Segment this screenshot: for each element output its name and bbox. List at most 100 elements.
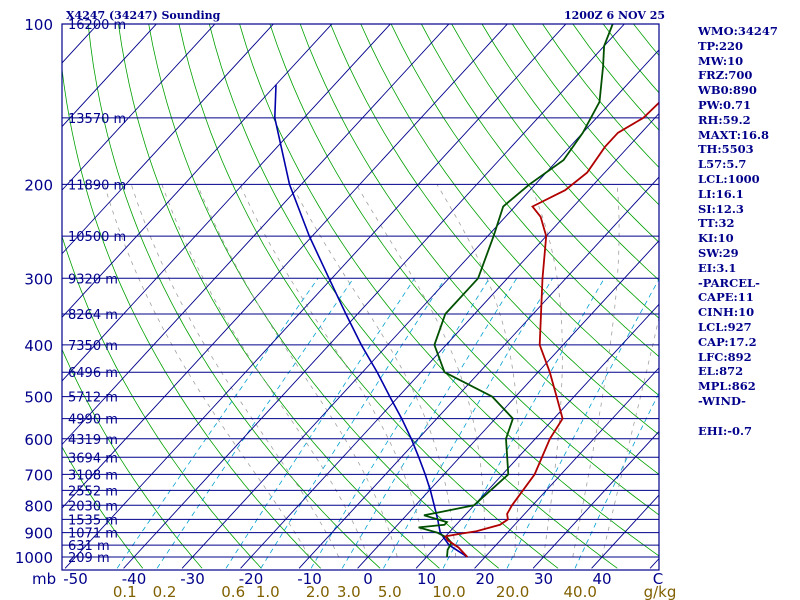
pressure-tick-label: 200 [24, 176, 53, 194]
mixing-ratio-line [506, 278, 659, 569]
pressure-tick-label: 1000 [15, 549, 53, 567]
dry-adiabat [239, 24, 659, 557]
index-line: MW:10 [698, 53, 744, 68]
height-label: 3694 m [68, 451, 118, 466]
index-line: LI:16.1 [698, 186, 744, 201]
index-line: SW:29 [698, 245, 739, 260]
dry-adiabat [785, 24, 800, 568]
height-label: 631 m [68, 539, 110, 554]
mixing-ratio-label: 0.2 [153, 583, 177, 600]
mixing-ratio-line [156, 278, 354, 569]
temperature-tick-label: -40 [122, 570, 147, 588]
index-line: EHI:-0.7 [698, 423, 753, 438]
index-line: MAXT:16.8 [698, 127, 769, 142]
mixing-ratio-line [225, 278, 415, 569]
height-label: 2552 m [68, 484, 118, 499]
dry-adiabat [62, 348, 203, 569]
moist-adiabat [161, 184, 369, 558]
moist-adiabat [572, 184, 620, 558]
index-line: FRZ:700 [698, 68, 753, 83]
height-label: 4990 m [68, 413, 118, 428]
isotherm [62, 24, 216, 191]
plot-frame [61, 23, 660, 571]
moist-adiabat [601, 315, 659, 558]
mixing-ratio-label: 1.0 [256, 583, 280, 600]
dry-adiabat [360, 24, 659, 396]
isotherm [62, 24, 157, 128]
temperature-tick-label: 40 [592, 570, 611, 588]
moist-adiabat [130, 184, 340, 558]
pressure-tick-label: 600 [24, 431, 53, 449]
index-line: PW:0.71 [698, 97, 752, 112]
isotherm [474, 367, 659, 569]
pressure-unit-label: mb [32, 570, 56, 588]
index-line: MPL:862 [698, 379, 756, 394]
mixing-ratio-unit: g/kg [644, 583, 677, 600]
height-label: 11890 m [68, 178, 126, 193]
isotherm [415, 303, 659, 569]
parcel-trace [273, 84, 468, 558]
dry-adiabat [118, 24, 440, 569]
dry-adiabat [330, 24, 659, 436]
height-label: 2030 m [68, 499, 118, 514]
index-line: SI:12.3 [698, 201, 744, 216]
dry-adiabat [178, 24, 559, 569]
index-line: CAPE:11 [698, 290, 754, 305]
mixing-ratio-line [383, 278, 553, 569]
temperature-tick-label: -50 [63, 570, 88, 588]
dry-adiabat [62, 66, 321, 569]
dry-adiabat [269, 24, 659, 516]
height-label: 9320 m [68, 272, 118, 287]
isotherm [240, 112, 659, 569]
mixing-ratio-label: 3.0 [337, 583, 361, 600]
dry-adiabat [148, 24, 499, 569]
temperature-tick-label: 0 [363, 570, 373, 588]
index-line: -PARCEL- [698, 275, 760, 290]
mixing-ratio-label: 5.0 [378, 583, 402, 600]
diagram-grid [62, 24, 800, 569]
pressure-tick-label: 300 [24, 270, 53, 288]
diagram-frame [61, 23, 660, 571]
mixing-ratio-label: 0.1 [113, 583, 137, 600]
temperature-tick-label: 20 [475, 570, 494, 588]
temperature-tick-label: -10 [297, 570, 322, 588]
temperature-tick-label: -20 [239, 570, 264, 588]
index-line: LFC:892 [698, 349, 752, 364]
isotherm [298, 176, 659, 569]
height-label: 8264 m [68, 308, 118, 323]
moist-adiabat [239, 184, 427, 558]
height-label: 5712 m [68, 391, 118, 406]
isotherm [532, 430, 659, 569]
station-title: X4247 (34247) Sounding [66, 9, 221, 22]
mixing-ratio-label: 40.0 [563, 583, 596, 600]
index-line [698, 409, 778, 424]
pressure-tick-label: 100 [24, 16, 53, 34]
moist-adiabat [291, 184, 457, 558]
height-label: 209 m [68, 551, 110, 566]
isotherm [357, 240, 659, 569]
dry-adiabat [62, 235, 262, 569]
height-label: 1535 m [68, 513, 118, 528]
pressure-tick-label: 700 [24, 466, 53, 484]
index-line: TP:220 [698, 38, 744, 53]
dry-adiabat [208, 24, 618, 569]
mixing-ratio-line [442, 278, 605, 569]
isotherm [62, 24, 391, 382]
index-line: TH:5503 [698, 142, 754, 157]
temperature-trace [443, 101, 659, 558]
index-line: L57:5.7 [698, 157, 747, 172]
mixing-ratio-label: 2.0 [306, 583, 330, 600]
pressure-tick-label: 400 [24, 337, 53, 355]
isotherm [123, 24, 625, 569]
isotherm [62, 24, 333, 318]
dry-adiabat [451, 24, 659, 281]
dry-adiabat [87, 24, 381, 569]
isotherm [181, 49, 659, 569]
mixing-ratio-label: 20.0 [496, 583, 529, 600]
index-line: RH:59.2 [698, 112, 751, 127]
mixing-ratio-line [260, 278, 446, 569]
index-line: CAP:17.2 [698, 334, 757, 349]
index-line: TT:32 [698, 216, 735, 231]
